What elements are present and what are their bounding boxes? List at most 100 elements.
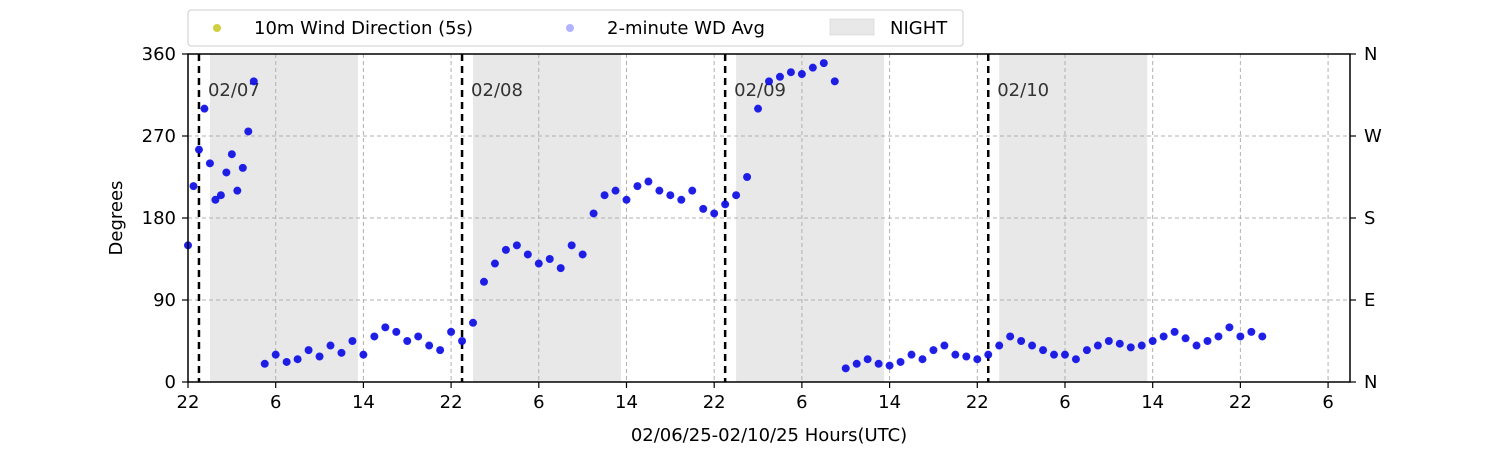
data-point-wd-avg	[211, 195, 220, 204]
data-point-wd-avg	[370, 332, 379, 341]
series-layer	[184, 59, 1267, 373]
data-point-wd-avg	[315, 352, 324, 361]
data-point-wd-avg	[194, 145, 203, 154]
data-point-wd-avg	[1225, 323, 1234, 332]
data-point-wd-avg	[951, 350, 960, 359]
legend-label-wd-avg: 2-minute WD Avg	[607, 18, 765, 39]
data-point-wd-avg	[622, 195, 631, 204]
right-tick-label: N	[1364, 372, 1377, 393]
data-point-wd-avg	[216, 191, 225, 200]
data-point-wd-avg	[644, 177, 653, 186]
right-tick-label: N	[1364, 44, 1377, 65]
data-point-wd-avg	[1148, 337, 1157, 345]
data-point-wd-avg	[414, 332, 423, 341]
data-point-wd-avg	[1181, 334, 1190, 343]
x-tick-label: 22	[966, 392, 989, 413]
data-point-wd-avg	[962, 352, 971, 361]
data-point-wd-avg	[425, 341, 434, 350]
data-point-wd-avg	[1214, 332, 1223, 341]
data-point-wd-avg	[710, 209, 719, 218]
day-marker-label: 02/09	[734, 80, 786, 101]
legend-marker-wind-direction	[213, 24, 221, 32]
data-point-wd-avg	[874, 359, 883, 368]
x-tick-label: 6	[1322, 392, 1333, 413]
y-tick-label: 270	[142, 126, 176, 147]
data-point-wd-avg	[523, 250, 532, 259]
x-tick-label: 22	[1229, 392, 1252, 413]
data-point-wd-avg	[469, 318, 478, 327]
data-point-wd-avg	[1071, 355, 1080, 364]
data-point-wd-avg	[545, 255, 554, 263]
data-point-wd-avg	[775, 72, 784, 81]
data-point-wd-avg	[688, 186, 697, 195]
x-tick-label: 22	[703, 392, 726, 413]
y-axis-title: Degrees	[106, 181, 127, 256]
data-point-wd-avg	[918, 355, 927, 364]
data-point-wd-avg	[1104, 337, 1113, 345]
x-tick-label: 6	[1059, 392, 1070, 413]
data-point-wd-avg	[1192, 341, 1201, 350]
data-point-wd-avg	[929, 346, 938, 355]
x-tick-label: 6	[533, 392, 544, 413]
legend-label-wind-direction: 10m Wind Direction (5s)	[254, 18, 473, 39]
data-point-wd-avg	[490, 259, 499, 268]
data-point-wd-avg	[732, 191, 741, 200]
data-point-wd-avg	[1115, 339, 1124, 348]
data-point-wd-avg	[973, 355, 982, 364]
data-point-wd-avg	[222, 168, 231, 177]
data-point-wd-avg	[819, 59, 828, 68]
data-point-wd-avg	[447, 327, 456, 336]
legend-marker-wd-avg	[566, 24, 574, 32]
day-marker-label: 02/08	[471, 80, 523, 101]
data-point-wd-avg	[1082, 346, 1091, 355]
data-point-wd-avg	[200, 104, 209, 113]
x-tick-label: 22	[440, 392, 463, 413]
data-point-wd-avg	[940, 341, 949, 350]
axes-layer: 22 6 14 22 6 14 22 6 14 22 6 14 22 6 0 90 180 270 360 N E S W N	[142, 44, 1382, 413]
y-tick-label: 180	[142, 208, 176, 229]
data-point-wd-avg	[479, 277, 488, 286]
x-axis-title: 02/06/25-02/10/25 Hours(UTC)	[631, 425, 907, 446]
data-point-wd-avg	[1236, 332, 1245, 341]
x-tick-label: 14	[352, 392, 375, 413]
data-point-wd-avg	[348, 337, 357, 345]
data-point-wd-avg	[392, 327, 401, 336]
data-point-wd-avg	[677, 195, 686, 204]
data-point-wd-avg	[743, 173, 752, 181]
data-point-wd-avg	[271, 350, 280, 359]
data-point-wd-avg	[589, 209, 598, 218]
data-point-wd-avg	[337, 348, 346, 357]
data-point-wd-avg	[205, 159, 214, 168]
y-tick-label: 360	[142, 44, 176, 65]
legend-label-night: NIGHT	[890, 18, 948, 39]
data-point-wd-avg	[1258, 332, 1267, 341]
y-tick-label: 90	[153, 290, 176, 311]
data-point-wd-avg	[666, 191, 675, 200]
data-point-wd-avg	[244, 127, 253, 136]
data-point-wd-avg	[808, 63, 817, 72]
data-point-wd-avg	[1039, 346, 1048, 355]
data-point-wd-avg	[1126, 343, 1135, 352]
data-point-wd-avg	[436, 346, 445, 355]
data-point-wd-avg	[512, 241, 521, 250]
data-point-wd-avg	[852, 359, 861, 368]
right-tick-label: W	[1364, 126, 1382, 147]
data-point-wd-avg	[765, 77, 773, 86]
x-tick-label: 14	[615, 392, 638, 413]
data-point-wd-avg	[721, 200, 730, 209]
x-tick-label: 6	[270, 392, 281, 413]
day-marker-layer: 02/07 02/08 02/09 02/10	[197, 54, 1049, 382]
x-tick-label: 22	[177, 392, 200, 413]
data-point-wd-avg	[1050, 350, 1059, 359]
data-point-wd-avg	[797, 70, 806, 79]
y-tick-label: 0	[165, 372, 176, 393]
data-point-wd-avg	[567, 241, 576, 250]
data-point-wd-avg	[655, 186, 664, 195]
data-point-wd-avg	[885, 361, 894, 370]
data-point-wd-avg	[381, 323, 390, 332]
data-point-wd-avg	[995, 341, 1004, 350]
data-point-wd-avg	[1017, 337, 1026, 345]
data-point-wd-avg	[359, 350, 368, 359]
right-tick-label: S	[1364, 208, 1375, 229]
data-point-wd-avg	[249, 77, 258, 86]
